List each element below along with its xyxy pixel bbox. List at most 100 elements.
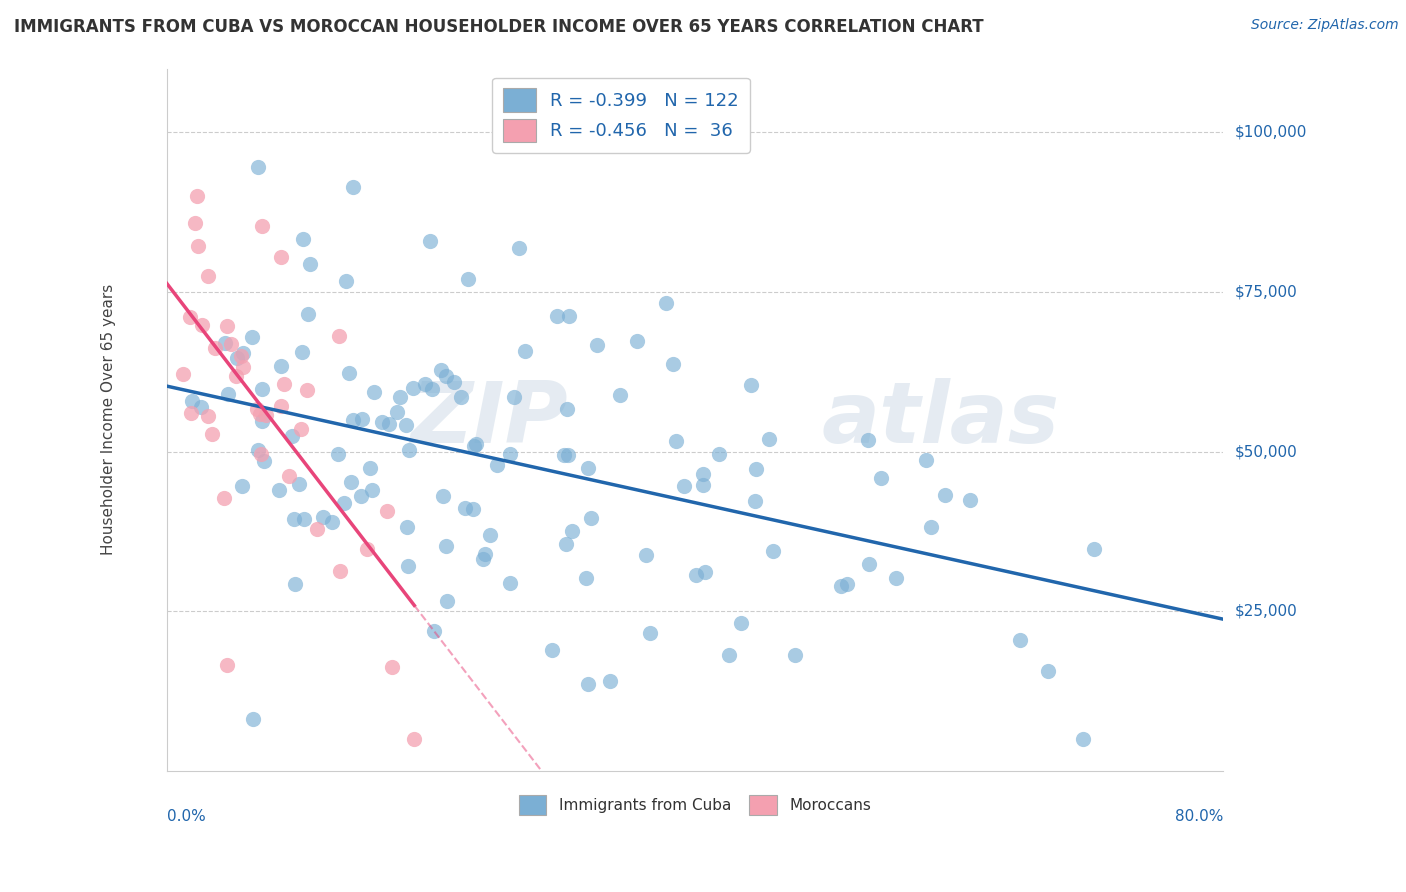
Point bbox=[254, 408, 277, 422]
Point bbox=[179, 310, 201, 325]
Point bbox=[250, 219, 273, 233]
Point bbox=[740, 378, 762, 392]
Point bbox=[419, 235, 441, 249]
Point bbox=[250, 414, 273, 428]
Point bbox=[281, 429, 304, 443]
Point bbox=[290, 422, 312, 436]
Point bbox=[350, 490, 373, 504]
Point bbox=[270, 359, 292, 373]
Point bbox=[340, 475, 363, 489]
Point bbox=[434, 368, 457, 383]
Text: Householder Income Over 65 years: Householder Income Over 65 years bbox=[101, 284, 117, 555]
Point bbox=[395, 417, 418, 432]
Point bbox=[225, 351, 247, 365]
Point bbox=[321, 515, 343, 529]
Point bbox=[454, 501, 477, 516]
Point bbox=[423, 624, 446, 639]
Point bbox=[546, 309, 568, 323]
Point bbox=[187, 238, 209, 252]
Point bbox=[328, 448, 350, 462]
Point bbox=[920, 520, 942, 534]
Point bbox=[299, 256, 322, 270]
Point bbox=[557, 309, 579, 323]
Point bbox=[830, 579, 852, 593]
Point bbox=[361, 483, 384, 498]
Point bbox=[181, 394, 204, 409]
Point bbox=[288, 476, 311, 491]
Point bbox=[1008, 632, 1031, 647]
Point bbox=[273, 377, 295, 392]
Point bbox=[240, 330, 263, 344]
Point bbox=[638, 626, 661, 640]
Point bbox=[870, 471, 893, 485]
Point bbox=[197, 268, 219, 283]
Point bbox=[655, 296, 678, 310]
Point bbox=[432, 489, 454, 503]
Point bbox=[214, 335, 236, 350]
Point bbox=[557, 448, 579, 462]
Point bbox=[561, 524, 583, 539]
Point bbox=[200, 426, 222, 441]
Point bbox=[242, 712, 264, 726]
Point bbox=[730, 616, 752, 631]
Point bbox=[180, 406, 202, 420]
Point bbox=[246, 443, 269, 458]
Text: $25,000: $25,000 bbox=[1234, 604, 1296, 619]
Point bbox=[499, 447, 522, 461]
Point bbox=[305, 522, 328, 536]
Point bbox=[375, 504, 398, 518]
Point bbox=[443, 375, 465, 389]
Point bbox=[463, 439, 485, 453]
Point bbox=[333, 496, 356, 510]
Point bbox=[1036, 664, 1059, 678]
Point bbox=[413, 377, 436, 392]
Point bbox=[934, 488, 956, 502]
Point bbox=[389, 390, 412, 404]
Point bbox=[217, 657, 239, 672]
Point bbox=[1083, 541, 1105, 556]
Point bbox=[717, 648, 740, 663]
Point bbox=[436, 594, 458, 608]
Point bbox=[328, 328, 350, 343]
Point bbox=[204, 341, 226, 355]
Point bbox=[292, 512, 315, 526]
Point bbox=[450, 390, 472, 404]
Point bbox=[356, 542, 378, 557]
Point bbox=[381, 659, 404, 673]
Point bbox=[554, 536, 576, 550]
Point bbox=[387, 405, 409, 419]
Point bbox=[342, 180, 364, 194]
Point bbox=[672, 479, 695, 493]
Point bbox=[297, 307, 319, 321]
Text: IMMIGRANTS FROM CUBA VS MOROCCAN HOUSEHOLDER INCOME OVER 65 YEARS CORRELATION CH: IMMIGRANTS FROM CUBA VS MOROCCAN HOUSEHO… bbox=[14, 18, 984, 36]
Point bbox=[246, 402, 269, 417]
Point bbox=[692, 477, 714, 491]
Point bbox=[707, 447, 730, 461]
Point bbox=[402, 381, 425, 395]
Point bbox=[915, 453, 938, 467]
Point bbox=[508, 241, 530, 255]
Text: atlas: atlas bbox=[821, 378, 1060, 461]
Point bbox=[352, 411, 374, 425]
Point bbox=[270, 400, 292, 414]
Point bbox=[479, 528, 502, 542]
Point bbox=[295, 384, 318, 398]
Point bbox=[270, 250, 292, 264]
Text: $75,000: $75,000 bbox=[1234, 285, 1296, 300]
Point bbox=[609, 387, 631, 401]
Point bbox=[576, 677, 599, 691]
Point bbox=[312, 509, 335, 524]
Point bbox=[337, 366, 360, 380]
Point bbox=[744, 494, 766, 508]
Point bbox=[586, 337, 609, 351]
Point bbox=[783, 648, 806, 662]
Point bbox=[886, 571, 908, 585]
Point bbox=[232, 359, 254, 374]
Point bbox=[186, 189, 208, 203]
Point bbox=[342, 412, 364, 426]
Point bbox=[378, 417, 401, 431]
Point bbox=[291, 232, 314, 246]
Point bbox=[229, 349, 252, 363]
Point bbox=[250, 382, 273, 396]
Point bbox=[1071, 731, 1094, 746]
